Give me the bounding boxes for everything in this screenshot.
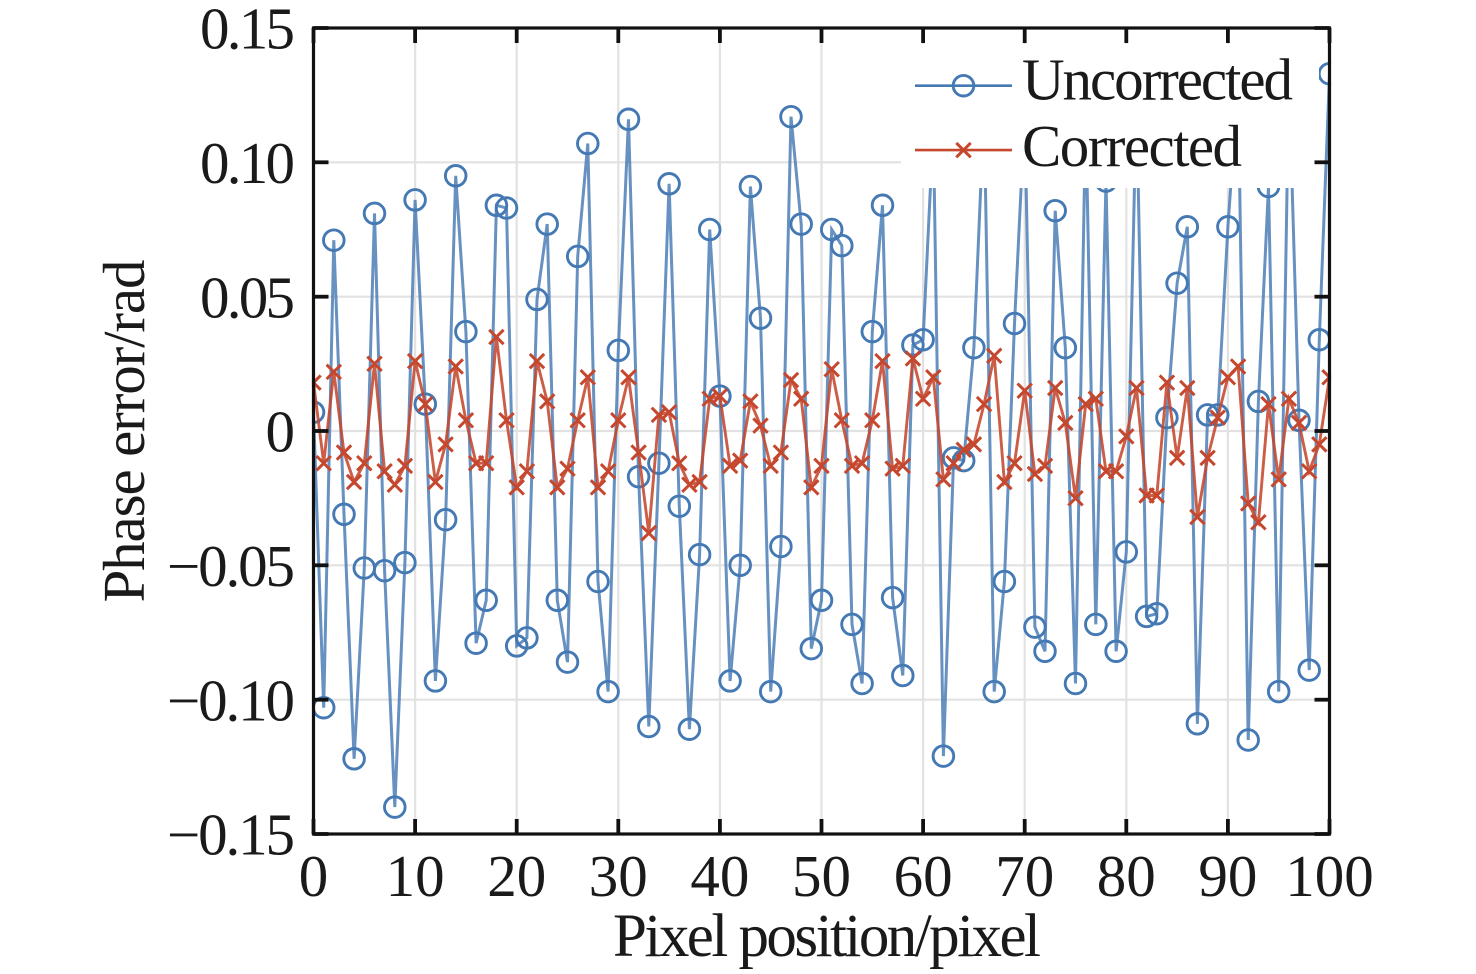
svg-text:0.05: 0.05	[200, 264, 295, 330]
svg-text:−0.15: −0.15	[167, 802, 295, 868]
svg-text:40: 40	[690, 843, 749, 909]
svg-text:0.15: 0.15	[200, 0, 295, 62]
svg-text:0: 0	[266, 399, 296, 465]
svg-text:Phase error/rad: Phase error/rad	[91, 260, 157, 603]
svg-text:80: 80	[1097, 843, 1156, 909]
svg-text:70: 70	[995, 843, 1054, 909]
svg-text:50: 50	[792, 843, 851, 909]
svg-text:Uncorrected: Uncorrected	[1022, 47, 1293, 113]
svg-text:Pixel position/pixel: Pixel position/pixel	[613, 903, 1041, 970]
svg-text:100: 100	[1285, 843, 1374, 909]
svg-text:30: 30	[589, 843, 648, 909]
svg-text:10: 10	[386, 843, 445, 909]
svg-text:20: 20	[487, 843, 546, 909]
svg-text:−0.10: −0.10	[167, 667, 295, 733]
svg-text:90: 90	[1198, 843, 1257, 909]
svg-text:0.10: 0.10	[200, 130, 295, 196]
svg-text:60: 60	[894, 843, 953, 909]
svg-text:−0.05: −0.05	[167, 533, 295, 599]
svg-text:0: 0	[299, 843, 329, 909]
svg-text:Corrected: Corrected	[1022, 113, 1242, 179]
